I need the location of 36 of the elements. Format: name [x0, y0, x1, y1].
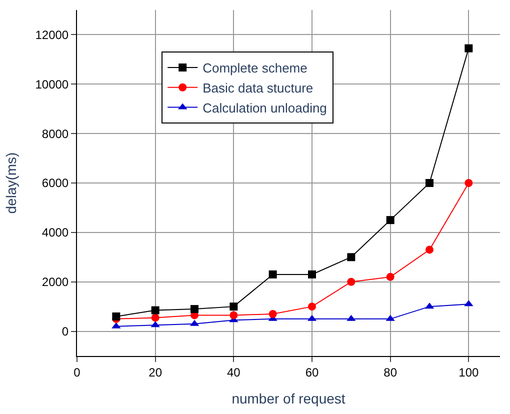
y-tick-label: 8000	[42, 126, 69, 141]
legend-label: Calculation unloading	[202, 100, 327, 116]
y-tick-label: 10000	[35, 77, 69, 92]
point	[151, 306, 160, 314]
point	[464, 44, 473, 52]
point	[464, 179, 473, 187]
y-tick-label: 12000	[35, 28, 69, 42]
x-tick-label: 0	[74, 365, 81, 380]
point	[308, 302, 316, 311]
y-axis-title: delay(ms)	[2, 152, 19, 214]
point	[190, 305, 198, 314]
legend-label: Complete scheme	[202, 60, 308, 76]
point	[268, 310, 277, 318]
y-tick-label: 6000	[42, 176, 69, 190]
x-tick-label: 40	[226, 365, 241, 380]
point	[268, 270, 277, 278]
y-tick-label: 4000	[42, 226, 69, 240]
point	[308, 270, 316, 278]
point	[151, 314, 160, 322]
point	[230, 302, 238, 311]
x-axis-title: number of request	[232, 390, 346, 407]
y-tick-label: 2000	[42, 275, 69, 290]
point	[347, 253, 356, 262]
point	[426, 246, 434, 254]
point	[386, 216, 394, 224]
point	[426, 179, 434, 187]
point	[230, 311, 238, 320]
point	[112, 312, 120, 320]
point	[347, 278, 356, 286]
x-tick-label: 80	[384, 365, 398, 380]
x-tick-label: 20	[148, 365, 162, 380]
y-tick-label: 0	[62, 324, 69, 338]
x-tick-label: 60	[305, 365, 319, 380]
legend-label: Basic data stucture	[202, 80, 314, 96]
point	[386, 272, 394, 281]
x-tick-label: 100	[458, 365, 479, 380]
